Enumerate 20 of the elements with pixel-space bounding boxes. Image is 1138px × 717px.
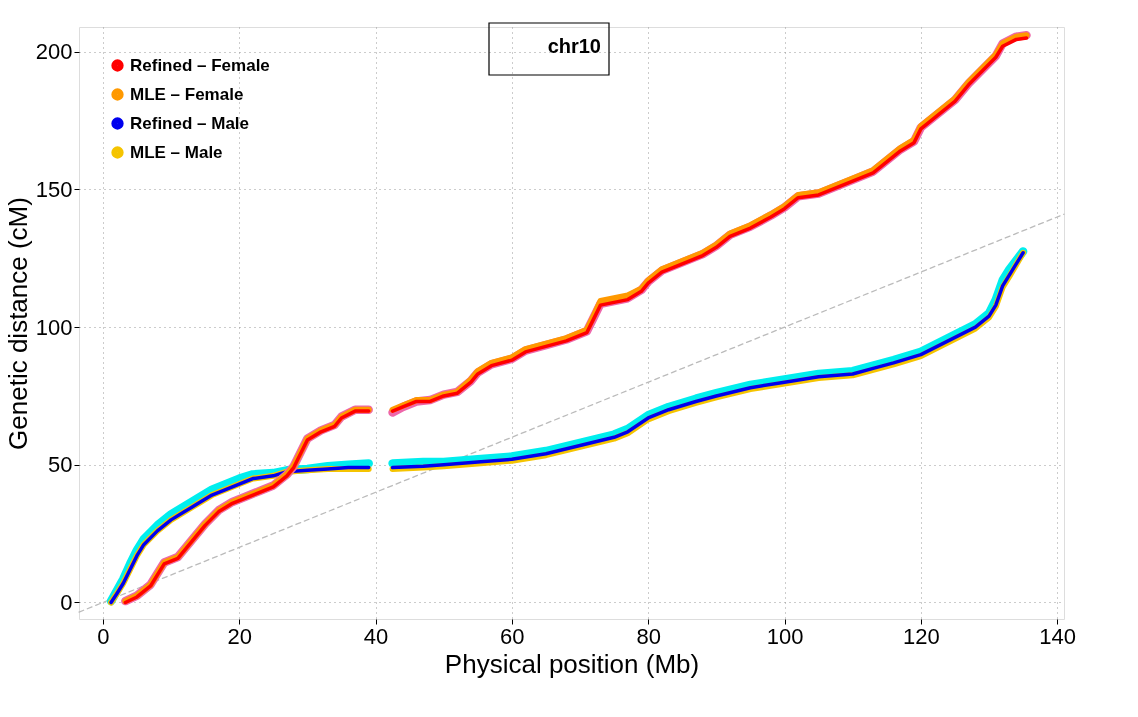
x-tick-label: 0 [97, 623, 110, 649]
legend-label: Refined – Female [130, 55, 270, 75]
y-tick-label: 200 [35, 39, 73, 65]
x-tick-label: 140 [1039, 623, 1077, 649]
legend-label: MLE – Male [130, 142, 223, 162]
y-tick-label: 50 [48, 452, 73, 478]
annotation: chr10 [547, 35, 601, 57]
x-tick-label: 60 [500, 623, 525, 649]
x-tick-label: 20 [227, 623, 252, 649]
y-axis-title: Genetic distance (cM) [2, 197, 33, 450]
legend-label: Refined – Male [130, 113, 250, 133]
y-tick-label: 150 [35, 176, 73, 202]
legend-label: MLE – Female [130, 84, 244, 104]
y-tick-label: 0 [60, 589, 73, 615]
x-axis-title: Physical position (Mb) [444, 648, 700, 679]
x-tick-label: 120 [902, 623, 940, 649]
x-tick-label: 80 [636, 623, 661, 649]
y-tick-label: 100 [35, 314, 73, 340]
x-tick-label: 100 [766, 623, 804, 649]
x-tick-label: 40 [363, 623, 389, 649]
